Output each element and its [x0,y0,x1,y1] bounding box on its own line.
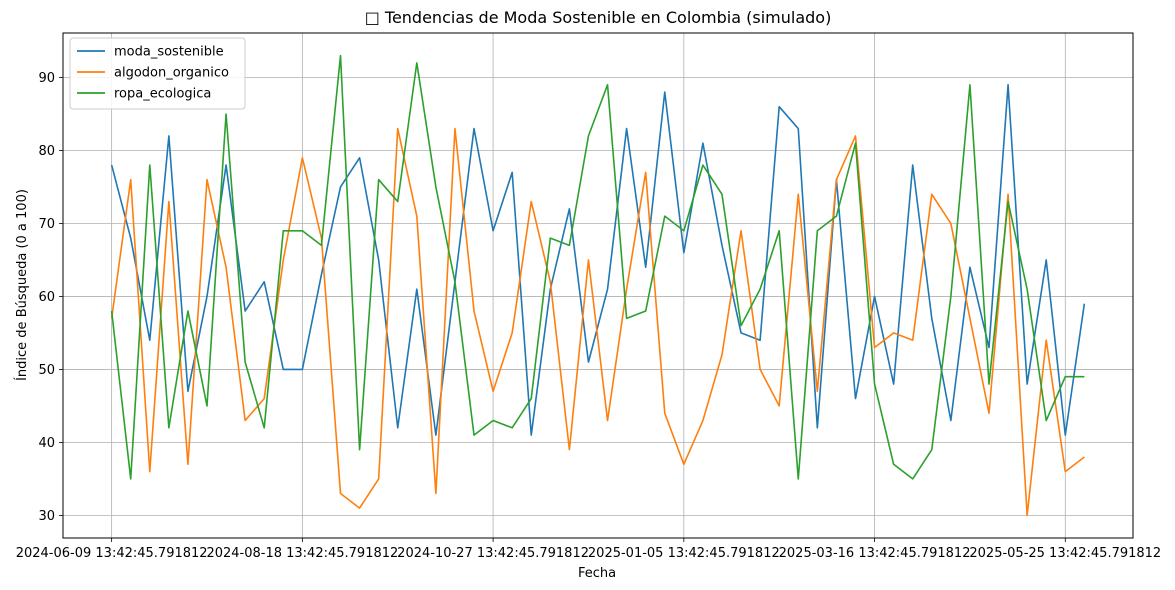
plot-frame [62,32,1134,539]
legend-label-ropa_ecologica: ropa_ecologica [114,87,211,102]
y-axis-label: Índice de Búsqueda (0 a 100) [14,189,30,381]
grid [63,33,1133,538]
series-lines [110,54,1086,517]
y-tick-label: 90 [38,71,55,86]
legend-box [69,37,246,110]
x-tick-label: 2025-01-05 13:42:45.791812 [588,546,780,561]
x-tick-label: 2025-03-16 13:42:45.791812 [779,546,971,561]
y-tick-label: 60 [38,290,55,305]
legend-label-algodon_organico: algodon_organico [114,66,229,81]
x-tick-label: 2024-08-18 13:42:45.791812 [206,546,398,561]
x-tick-label: 2024-10-27 13:42:45.791812 [397,546,589,561]
legend: moda_sostenible algodon_organico ropa_ecol… [69,37,246,110]
x-axis-label: Fecha [578,566,616,581]
y-tick-label: 80 [38,144,55,159]
y-tick-label: 30 [38,509,55,524]
series-line-ropa_ecologica [110,54,1085,480]
y-tick-label: 40 [38,436,55,451]
x-tick-label: 2025-05-25 13:42:45.791812 [969,546,1161,561]
chart-title: □ Tendencias de Moda Sostenible en Colom… [365,8,832,27]
y-tick-label: 50 [38,363,55,378]
x-tick-label: 2024-06-09 13:42:45.791812 [16,546,208,561]
legend-label-moda_sostenible: moda_sostenible [114,45,224,60]
y-tick-label: 70 [38,217,55,232]
